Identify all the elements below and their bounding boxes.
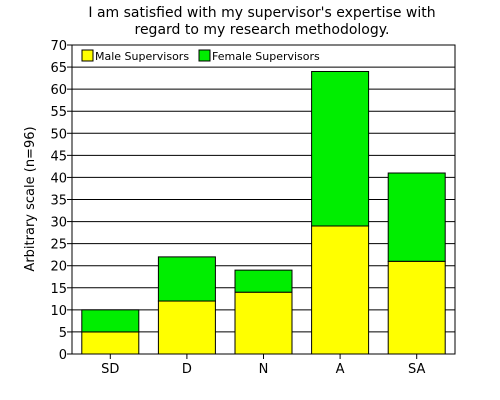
- bar-d-male: [157, 300, 216, 355]
- y-tick-label: 70: [50, 39, 67, 54]
- bar-d-female: [157, 256, 216, 302]
- legend: Male Supervisors Female Supervisors: [81, 49, 320, 63]
- bar-sa-male: [387, 260, 446, 355]
- y-tick-label: 20: [50, 260, 67, 275]
- y-tick-label: 5: [59, 326, 67, 341]
- bar-a-male: [311, 225, 370, 355]
- y-tick-label: 30: [50, 216, 67, 231]
- y-tick-label: 55: [50, 105, 67, 120]
- y-axis-label: Arbitrary scale (n=96): [23, 126, 38, 271]
- bar-n-male: [234, 291, 293, 355]
- bar-n-female: [234, 269, 293, 293]
- y-tick-label: 0: [59, 348, 67, 363]
- x-axis-ticks: SD D N A SA: [101, 354, 425, 377]
- y-tick-label: 25: [50, 238, 67, 253]
- chart-title-line-2: regard to my research methodology.: [135, 22, 390, 38]
- y-tick-label: 15: [50, 282, 67, 297]
- bar-sa-female: [387, 172, 446, 262]
- y-tick-label: 65: [50, 61, 67, 76]
- legend-label-female: Female Supervisors: [212, 50, 320, 63]
- bar-sd-male: [81, 331, 140, 355]
- chart-title-line-1: I am satisfied with my supervisor's expe…: [88, 5, 435, 21]
- y-tick-label: 40: [50, 171, 67, 186]
- y-axis-ticks: 0 5 10 15 20 25 30 35 40 45 50 55 60 65 70: [50, 39, 72, 363]
- x-tick-label-n: N: [259, 362, 269, 377]
- y-tick-label: 35: [50, 194, 67, 209]
- x-tick-label-a: A: [336, 362, 345, 377]
- legend-swatch-male: [81, 49, 94, 62]
- legend-swatch-female: [198, 49, 211, 62]
- y-tick-label: 10: [50, 304, 67, 319]
- bar-sd-female: [81, 309, 140, 333]
- x-tick-label-sa: SA: [408, 362, 425, 377]
- bar-a-female: [311, 70, 370, 227]
- legend-label-male: Male Supervisors: [95, 50, 189, 63]
- x-tick-label-sd: SD: [101, 362, 119, 377]
- x-tick-label-d: D: [182, 362, 192, 377]
- y-tick-label: 45: [50, 149, 67, 164]
- y-tick-label: 50: [50, 127, 67, 142]
- y-tick-label: 60: [50, 83, 67, 98]
- bars: [81, 70, 446, 355]
